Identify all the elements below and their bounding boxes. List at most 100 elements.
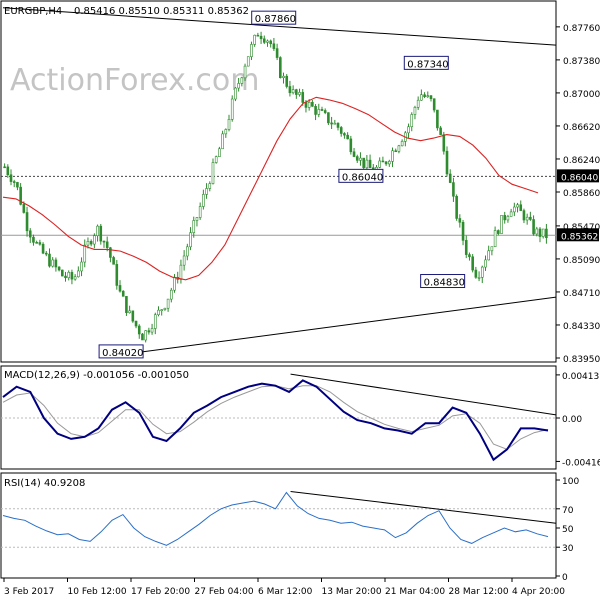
candle-body — [490, 246, 494, 252]
candle-body — [64, 275, 67, 279]
candle-body — [388, 161, 391, 165]
candle-body — [57, 266, 61, 271]
candle-body — [410, 114, 414, 128]
annotation-box — [251, 10, 297, 25]
x-tick-label: 6 Mar 12:00 — [258, 587, 313, 597]
candle-body — [279, 57, 282, 78]
price-y-tick-label: 0.83950 — [563, 355, 600, 365]
candle-body — [102, 240, 106, 243]
x-tick-label: 10 Feb 12:00 — [68, 587, 127, 597]
candle-body — [432, 98, 436, 111]
price-y-tick-label: 0.84330 — [563, 322, 600, 332]
candle-body — [182, 255, 186, 266]
candle-body — [365, 159, 369, 169]
candle-body — [509, 211, 513, 217]
rsi-y-tick-label: 0 — [562, 573, 568, 583]
candle-body — [266, 40, 269, 43]
macd-y-tick-label: -0.004162 — [562, 458, 600, 468]
candle-body — [362, 157, 365, 169]
candle-body — [407, 126, 410, 134]
candle-body — [208, 183, 212, 189]
candle-body — [445, 150, 449, 175]
candle-body — [192, 220, 196, 233]
annotation-label: 0.87860 — [255, 14, 296, 25]
candle-body — [205, 188, 208, 195]
candle-body — [150, 328, 154, 333]
annotation-box — [403, 55, 449, 70]
trend-line — [2, 7, 557, 46]
price-y-tick-label: 0.86620 — [563, 123, 600, 133]
price-y-tick-label: 0.87760 — [563, 24, 600, 34]
candle-body — [73, 276, 77, 280]
candle-body — [9, 174, 13, 182]
x-tick-label: 4 Apr 20:00 — [512, 587, 565, 597]
x-tick-label: 28 Mar 12:00 — [449, 587, 509, 597]
rsi-line — [2, 491, 549, 546]
macd-line — [2, 379, 549, 462]
candle-body — [311, 101, 314, 107]
price-y-tick-label: 0.85860 — [563, 189, 600, 199]
candle-body — [413, 107, 417, 115]
candle-body — [541, 228, 545, 237]
candle-body — [166, 298, 170, 309]
candle-body — [471, 256, 474, 271]
candle-body — [493, 230, 497, 248]
x-tick-label: 27 Feb 04:00 — [195, 587, 254, 597]
macd-y-tick-label: 0.00 — [562, 415, 582, 425]
candle-body — [234, 87, 237, 100]
price-y-tick-label: 0.87380 — [563, 57, 600, 67]
candle-body — [452, 182, 455, 197]
candle-body — [330, 122, 333, 125]
candle-body — [320, 109, 324, 111]
candle-body — [429, 95, 433, 100]
candle-body — [346, 134, 349, 140]
candle-body — [48, 253, 51, 267]
candle-body — [189, 232, 192, 248]
candle-body — [436, 109, 439, 129]
candle-body — [352, 151, 356, 157]
candle-body — [262, 38, 266, 43]
candle-body — [6, 166, 10, 176]
price-tag-box — [557, 169, 599, 183]
candle-body — [32, 236, 35, 243]
candle-body — [237, 83, 240, 89]
candle-body — [99, 225, 103, 242]
candle-body — [416, 99, 420, 108]
candle-body — [93, 235, 96, 245]
candle-body — [301, 92, 305, 103]
candle-body — [343, 133, 346, 136]
candle-body — [115, 264, 119, 286]
candle-body — [19, 186, 22, 205]
rsi-layer — [1, 491, 557, 548]
candle-body — [186, 246, 189, 257]
rsi-label: RSI(14) 40.9208 — [4, 478, 85, 489]
candle-body — [25, 212, 29, 232]
annotation-box — [420, 274, 466, 289]
candle-body — [211, 162, 215, 184]
candle-body — [461, 222, 465, 241]
moving-average-line — [2, 96, 539, 281]
annotation-label: 0.84020 — [102, 348, 143, 359]
candle-body — [272, 43, 276, 49]
candle-body — [35, 242, 38, 244]
candle-body — [519, 204, 523, 211]
rsi-y-tick-label: 30 — [562, 544, 574, 554]
candle-body — [160, 309, 163, 311]
candle-body — [246, 56, 250, 67]
candle-body — [497, 230, 500, 234]
candle-body — [269, 40, 272, 45]
candle-body — [16, 182, 19, 188]
candle-body — [327, 112, 330, 124]
candle-body — [522, 210, 526, 221]
candle-body — [105, 241, 109, 249]
candle-body — [339, 127, 343, 134]
candle-body — [109, 247, 112, 258]
candle-body — [532, 219, 535, 235]
price-annotation: 0.84020 — [98, 344, 144, 359]
candle-body — [153, 314, 157, 329]
candle-body — [224, 129, 228, 135]
x-tick-label: 3 Feb 2017 — [4, 587, 54, 597]
candle-body — [474, 269, 478, 278]
candle-body — [391, 150, 394, 162]
